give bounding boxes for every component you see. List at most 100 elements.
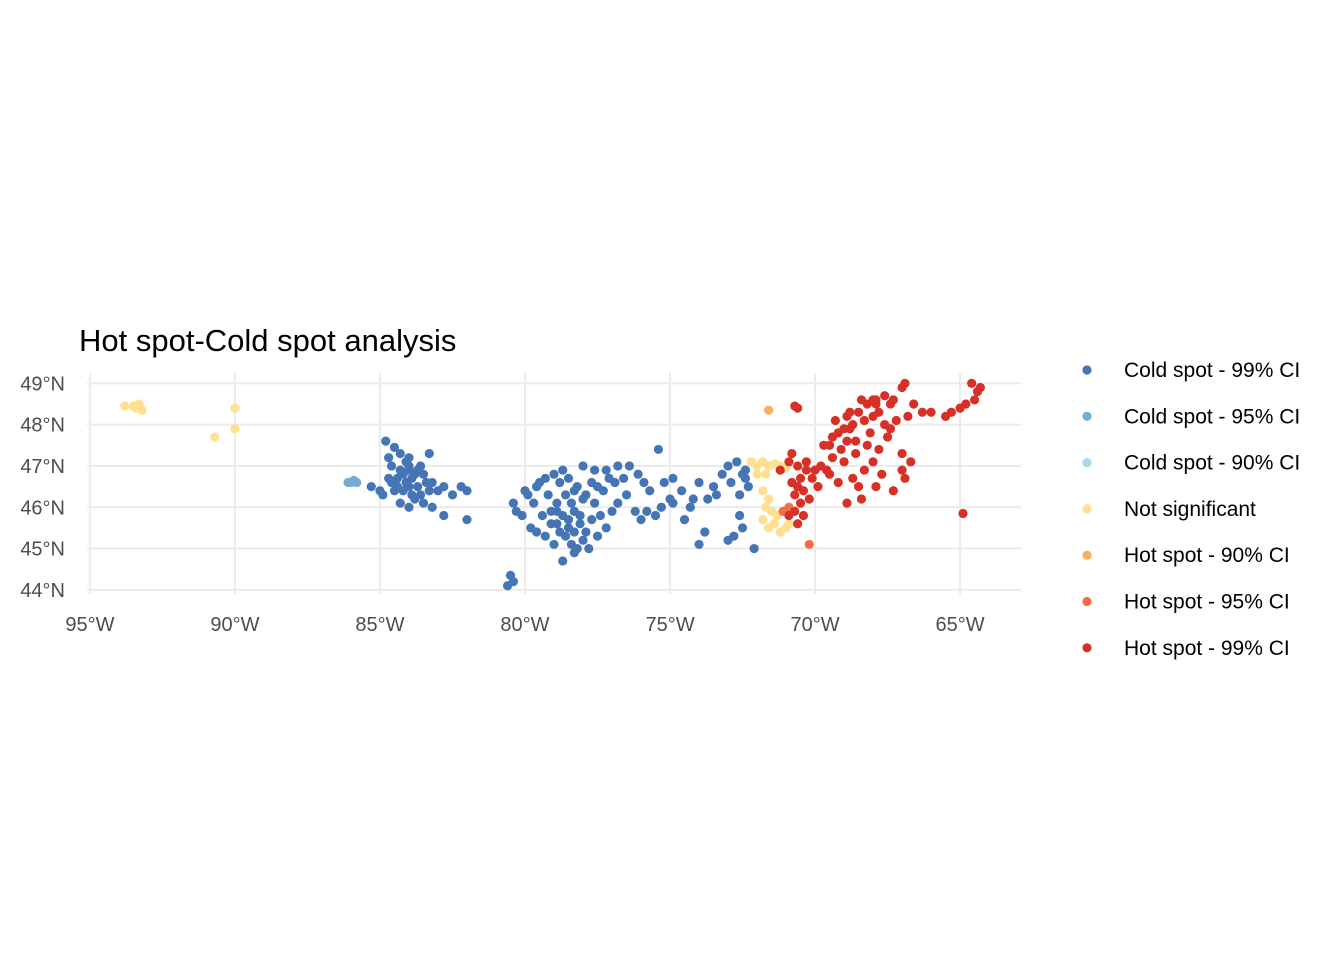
data-point [824, 469, 835, 479]
data-point [708, 481, 719, 492]
data-point [969, 395, 980, 405]
data-point [575, 519, 585, 529]
data-point [384, 453, 394, 463]
data-point [653, 444, 664, 455]
data-point [793, 403, 803, 413]
data-point [558, 556, 568, 566]
data-point [439, 510, 449, 521]
legend-label: Cold spot - 90% CI [1124, 452, 1300, 475]
data-point [764, 523, 774, 533]
data-point [590, 465, 600, 475]
data-point [975, 382, 985, 393]
data-point [885, 399, 896, 409]
data-point [619, 473, 629, 483]
axis-tick-labels: 95°W 90°W 85°W 80°W 75°W 70°W 65°W 44°N 45°N 46°N… [20, 373, 984, 636]
data-point [732, 457, 742, 467]
y-tick-label: 49°N [20, 373, 65, 395]
data-point [784, 510, 794, 521]
data-point [230, 403, 240, 413]
data-point [555, 477, 565, 488]
data-point [845, 424, 855, 434]
data-point [595, 510, 606, 521]
data-point [404, 481, 414, 492]
data-point [642, 506, 652, 516]
data-point [871, 481, 881, 492]
data-point [845, 407, 855, 417]
data-point [531, 481, 542, 492]
data-point [621, 490, 632, 500]
data-point [903, 411, 913, 421]
legend-label: Hot spot - 90% CI [1124, 544, 1290, 567]
data-point [592, 531, 603, 541]
data-point [749, 543, 759, 554]
data-point [424, 486, 434, 496]
data-point [703, 494, 713, 504]
legend-label: Hot spot - 95% CI [1124, 591, 1290, 614]
legend-key [1082, 411, 1092, 421]
data-point [906, 457, 916, 467]
data-point [563, 515, 574, 525]
data-point [880, 391, 890, 401]
data-point [946, 407, 956, 417]
data-point [856, 395, 867, 405]
data-point [529, 498, 539, 508]
data-point [352, 477, 362, 488]
data-point [711, 490, 722, 500]
data-point [761, 469, 771, 479]
data-point [735, 490, 745, 500]
data-point [723, 535, 733, 545]
data-point [569, 527, 579, 537]
y-tick-label: 48°N [20, 415, 65, 437]
data-point [926, 407, 936, 417]
legend-key [1082, 458, 1092, 468]
data-point [447, 490, 458, 500]
data-point [804, 494, 814, 504]
data-point [375, 486, 385, 496]
data-point [764, 405, 774, 415]
data-point [581, 527, 591, 537]
x-tick-label: 90°W [210, 614, 259, 636]
data-point [859, 465, 869, 475]
legend: Cold spot - 99% CI Cold spot - 95% CI Cold… [1082, 359, 1300, 660]
data-point [546, 519, 556, 529]
data-point [578, 461, 588, 471]
data-point [717, 469, 727, 479]
data-point [134, 402, 144, 412]
data-point [743, 481, 753, 492]
data-point [793, 481, 803, 492]
y-tick-label: 46°N [20, 497, 65, 519]
data-point [961, 399, 971, 409]
data-point [888, 486, 898, 496]
data-point [897, 448, 907, 459]
data-point [543, 490, 553, 500]
x-tick-label: 75°W [645, 614, 694, 636]
data-point [694, 539, 704, 550]
data-point [604, 473, 614, 483]
data-point [386, 477, 397, 488]
data-point [784, 519, 794, 529]
legend-label: Cold spot - 99% CI [1124, 359, 1300, 382]
data-point [120, 401, 130, 411]
data-point [758, 486, 768, 496]
data-point [958, 508, 968, 519]
data-point [633, 469, 643, 479]
data-point [836, 444, 846, 455]
data-point [552, 506, 562, 516]
legend-label: Cold spot - 95% CI [1124, 405, 1300, 428]
data-point [787, 448, 797, 459]
data-point [694, 477, 704, 488]
data-point [407, 473, 417, 483]
y-tick-label: 45°N [20, 539, 65, 561]
data-point [650, 510, 661, 521]
data-point [598, 486, 608, 496]
data-point [853, 407, 864, 417]
data-point [531, 527, 542, 537]
data-point [540, 473, 550, 483]
data-point [880, 420, 890, 430]
data-point [842, 436, 852, 446]
data-point [645, 486, 655, 496]
data-point [795, 473, 806, 483]
data-point [389, 442, 400, 452]
data-point [775, 465, 785, 475]
data-point [764, 494, 774, 504]
